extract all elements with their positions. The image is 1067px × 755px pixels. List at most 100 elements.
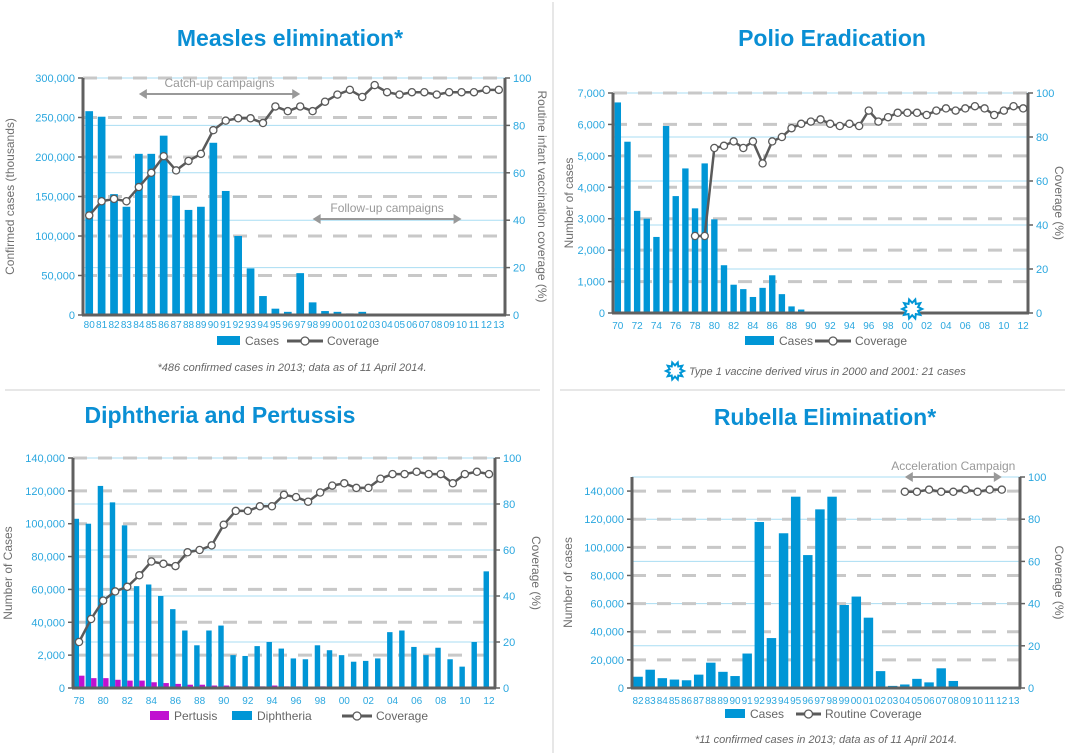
- y-tick-label: 140,000: [25, 453, 65, 465]
- y-tick-label: 40,000: [590, 627, 624, 639]
- bar-cases: [875, 671, 886, 688]
- bar-pertusis: [199, 684, 206, 688]
- coverage-point: [110, 587, 120, 596]
- coverage-point: [924, 485, 934, 494]
- bar-cases: [803, 555, 813, 688]
- bar-cases: [851, 596, 862, 688]
- coverage-point: [352, 483, 361, 493]
- chart-title: Polio Eradication: [738, 25, 926, 51]
- bar-diphtheria: [471, 642, 477, 688]
- bar-cases: [271, 308, 280, 315]
- arrow-head-right-icon: [993, 472, 1002, 482]
- bar-cases: [691, 208, 699, 313]
- x-tick-label: 93: [766, 696, 778, 707]
- coverage-point: [159, 559, 168, 569]
- coverage-point: [432, 90, 441, 99]
- starburst-icon: [899, 297, 925, 321]
- coverage-point: [209, 125, 218, 135]
- x-tick-label: 96: [282, 320, 294, 331]
- y-tick-label: 100,000: [584, 542, 624, 554]
- bar-cases: [358, 311, 367, 315]
- x-tick-label: 72: [632, 321, 644, 332]
- x-tick-label: 09: [960, 696, 972, 707]
- chart-title: Measles elimination*: [177, 25, 403, 51]
- x-tick-label: 98: [315, 696, 327, 707]
- x-tick-label: 96: [863, 321, 875, 332]
- x-tick-label: 94: [266, 696, 278, 707]
- x-tick-label: 83: [645, 696, 657, 707]
- starburst-icon: [663, 360, 687, 382]
- bar-cases: [778, 533, 789, 688]
- x-tick-label: 96: [290, 696, 302, 707]
- coverage-point: [123, 582, 132, 592]
- x-tick-label: 90: [730, 696, 742, 707]
- y2-tick-label: 80: [1036, 132, 1048, 144]
- x-tick-label: 70: [612, 321, 624, 332]
- coverage-point: [767, 137, 777, 146]
- coverage-point: [936, 487, 946, 497]
- coverage-point: [320, 97, 330, 106]
- coverage-point: [340, 479, 349, 488]
- bar-diphtheria: [242, 655, 248, 688]
- y2-tick-label: 80: [1028, 514, 1040, 526]
- bar-diphtheria: [350, 661, 357, 688]
- y-tick-label: 7,000: [577, 88, 605, 100]
- bar-diphtheria: [182, 630, 188, 688]
- bar-cases: [706, 662, 716, 688]
- x-tick-label: 08: [435, 696, 447, 707]
- x-tick-label: 81: [96, 320, 108, 331]
- chart-3: Rubella Elimination*020406080100020,0004…: [561, 404, 1066, 746]
- y-tick-label: 100,000: [35, 231, 75, 243]
- x-tick-label: 05: [911, 696, 923, 707]
- bar-cases: [657, 678, 668, 688]
- y-tick-label: 0: [599, 308, 605, 320]
- bar-cases: [221, 190, 230, 315]
- coverage-point: [989, 110, 999, 120]
- y-tick-label: 6,000: [577, 119, 605, 131]
- bar-cases: [283, 311, 292, 315]
- bar-cases: [766, 638, 777, 688]
- legend-label: Pertusis: [174, 709, 217, 723]
- coverage-point: [457, 87, 466, 97]
- bar-cases: [839, 605, 849, 688]
- y-tick-label: 200,000: [35, 152, 75, 164]
- coverage-point: [941, 104, 951, 113]
- bar-cases: [321, 311, 329, 315]
- x-tick-label: 00: [902, 321, 914, 332]
- bar-diphtheria: [411, 646, 417, 688]
- bar-cases: [643, 218, 650, 313]
- coverage-point: [135, 571, 144, 580]
- x-tick-label: 92: [825, 321, 837, 332]
- legend-label: Routine Coverage: [825, 707, 922, 721]
- x-tick-label: 92: [754, 696, 766, 707]
- bar-diphtheria: [423, 655, 429, 688]
- y-tick-label: 60,000: [31, 584, 65, 596]
- bar-cases: [742, 653, 752, 688]
- coverage-point: [845, 119, 854, 129]
- arrow-head-right-icon: [453, 214, 462, 224]
- bar-cases: [718, 671, 728, 688]
- coverage-point: [460, 469, 470, 479]
- bar-cases: [308, 302, 317, 315]
- x-tick-label: 98: [827, 696, 839, 707]
- coverage-point: [883, 112, 893, 122]
- x-tick-label: 12: [1018, 321, 1030, 332]
- x-tick-label: 04: [899, 696, 911, 707]
- bar-diphtheria: [362, 660, 369, 688]
- bar-cases: [135, 153, 143, 315]
- annotation-label: Follow-up campaigns: [330, 201, 443, 215]
- x-tick-label: 00: [339, 696, 351, 707]
- bar-diphtheria: [194, 645, 200, 688]
- bar-diphtheria: [230, 655, 236, 688]
- y-axis-label: Number of cases: [562, 158, 576, 249]
- x-tick-label: 11: [984, 696, 995, 707]
- legend-marker-icon: [803, 709, 814, 719]
- footnote: *11 confirmed cases in 2013; data as of …: [695, 734, 957, 746]
- bar-diphtheria: [145, 584, 152, 688]
- coverage-point: [315, 488, 325, 497]
- y2-tick-label: 80: [513, 120, 525, 132]
- bar-diphtheria: [483, 571, 489, 688]
- coverage-point: [243, 506, 253, 516]
- coverage-point: [395, 90, 404, 99]
- x-tick-label: 80: [709, 321, 721, 332]
